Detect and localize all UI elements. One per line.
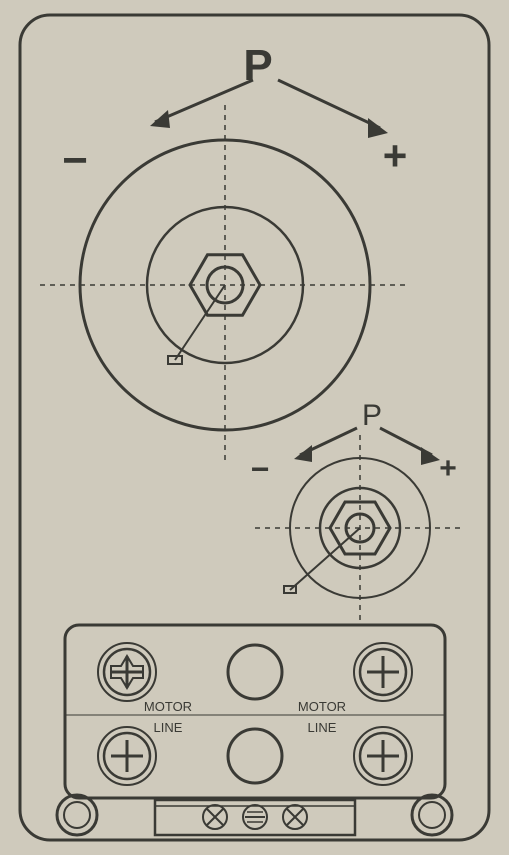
dial-large-label-minus: − (62, 136, 88, 185)
dial-small-label-p: P (362, 399, 382, 432)
dial-large-label-plus: + (383, 132, 408, 179)
dial-small-label-minus: − (251, 451, 270, 487)
dial-large-label-p: P (243, 41, 272, 90)
label-line-left: LINE (154, 720, 183, 735)
label-motor-left: MOTOR (144, 699, 192, 714)
label-motor-right: MOTOR (298, 699, 346, 714)
dial-small-label-plus: + (439, 452, 457, 485)
label-line-right: LINE (308, 720, 337, 735)
pressure-switch-diagram: P − + P − + (0, 0, 509, 855)
